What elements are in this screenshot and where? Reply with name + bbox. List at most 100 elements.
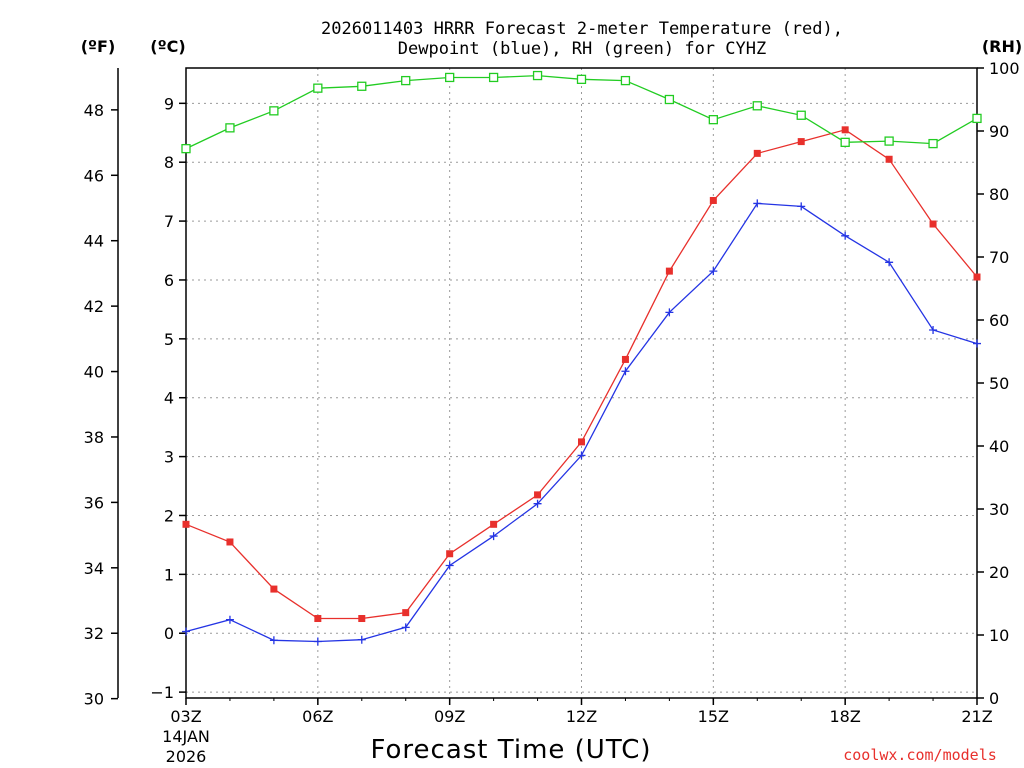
rh-marker bbox=[269, 106, 279, 116]
c-tick-label: 6 bbox=[164, 271, 174, 290]
temperature-marker bbox=[797, 138, 805, 146]
dewpoint-marker bbox=[929, 326, 938, 335]
temperature-marker bbox=[490, 520, 498, 528]
rh-marker bbox=[445, 72, 455, 83]
dewpoint-marker bbox=[225, 615, 234, 624]
chart-title-line1: 2026011403 HRRR Forecast 2-meter Tempera… bbox=[321, 19, 843, 39]
rh-tick-label: 80 bbox=[989, 185, 1009, 204]
rh-tick-label: 90 bbox=[989, 122, 1009, 141]
gridlines bbox=[185, 68, 978, 698]
rh-tick-label: 40 bbox=[989, 437, 1009, 456]
dewpoint-marker bbox=[269, 636, 278, 645]
c-tick-label: 7 bbox=[164, 212, 174, 231]
temperature-marker bbox=[841, 126, 849, 134]
rh-marker bbox=[576, 74, 587, 84]
unit-celsius-label: (ºC) bbox=[150, 37, 185, 56]
temperature-marker bbox=[665, 267, 673, 275]
f-tick-label: 44 bbox=[84, 232, 104, 251]
temperature-marker bbox=[446, 550, 454, 558]
rh-marker bbox=[620, 75, 631, 86]
f-tick-label: 36 bbox=[84, 493, 104, 512]
c-tick-label: −1 bbox=[150, 683, 174, 702]
dewpoint-marker bbox=[709, 267, 718, 276]
x-tick-label: 18Z bbox=[830, 707, 861, 726]
temperature-marker bbox=[578, 438, 585, 446]
temperature-marker bbox=[973, 273, 981, 281]
rh-marker bbox=[225, 123, 235, 133]
temperature-marker bbox=[534, 491, 542, 499]
dewpoint-marker bbox=[533, 499, 542, 508]
x-tick-label: 15Z bbox=[698, 707, 729, 726]
temperature-marker bbox=[753, 149, 761, 157]
c-tick-label: 5 bbox=[164, 330, 174, 349]
x-tick-label: 21Z bbox=[961, 707, 992, 726]
rh-tick-label: 70 bbox=[989, 248, 1009, 267]
series-layer bbox=[181, 70, 982, 646]
f-tick-label: 42 bbox=[84, 297, 104, 316]
x-tick-label: 06Z bbox=[302, 707, 333, 726]
dewpoint-marker bbox=[357, 635, 366, 644]
temperature-marker bbox=[358, 615, 366, 623]
c-tick-label: 2 bbox=[164, 506, 174, 525]
c-tick-label: 0 bbox=[164, 624, 174, 643]
temperature-marker bbox=[621, 355, 629, 363]
f-tick-label: 30 bbox=[84, 690, 104, 709]
x-axis-title: Forecast Time (UTC) bbox=[370, 735, 651, 765]
temperature-marker bbox=[270, 585, 278, 593]
rh-marker bbox=[532, 70, 543, 81]
dewpoint-marker bbox=[621, 367, 630, 376]
f-tick-label: 32 bbox=[84, 624, 104, 643]
f-tick-label: 38 bbox=[84, 428, 104, 447]
rh-tick-label: 10 bbox=[989, 626, 1009, 645]
credit-text: coolwx.com/models bbox=[843, 746, 997, 764]
f-tick-label: 48 bbox=[84, 101, 104, 120]
dewpoint-marker bbox=[797, 202, 806, 211]
dewpoint-marker bbox=[445, 561, 454, 570]
rh-tick-label: 30 bbox=[989, 500, 1009, 519]
rh-marker bbox=[488, 72, 499, 83]
rh-marker bbox=[796, 110, 806, 120]
c-tick-label: 8 bbox=[164, 153, 174, 172]
rh-tick-label: 20 bbox=[989, 563, 1009, 582]
f-tick-label: 46 bbox=[84, 166, 104, 185]
rh-marker bbox=[928, 138, 938, 149]
c-tick-label: 1 bbox=[164, 565, 174, 584]
temperature-marker bbox=[314, 615, 322, 623]
temperature-marker bbox=[226, 538, 234, 546]
dewpoint-marker bbox=[401, 623, 410, 632]
c-tick-label: 9 bbox=[164, 94, 174, 113]
rh-marker bbox=[752, 101, 762, 111]
rh-marker bbox=[972, 113, 982, 124]
rh-tick-label: 60 bbox=[989, 311, 1009, 330]
temperature-marker bbox=[709, 196, 717, 204]
temperature-marker bbox=[885, 155, 893, 163]
rh-marker bbox=[664, 94, 675, 105]
rh-marker bbox=[401, 75, 411, 86]
date-label-year: 2026 bbox=[166, 747, 207, 766]
rh-marker bbox=[840, 137, 850, 147]
rh-tick-label: 50 bbox=[989, 374, 1009, 393]
x-tick-label: 03Z bbox=[170, 707, 201, 726]
dewpoint-marker bbox=[841, 231, 850, 240]
temperature-marker bbox=[402, 609, 410, 617]
temperature-marker bbox=[182, 520, 190, 528]
temperature-marker bbox=[929, 220, 937, 228]
dewpoint-marker bbox=[753, 199, 762, 208]
rh-marker bbox=[708, 115, 718, 125]
rh-marker bbox=[884, 136, 894, 146]
dewpoint-marker bbox=[665, 308, 674, 317]
dewpoint-marker bbox=[182, 627, 190, 636]
rh-marker bbox=[181, 143, 191, 154]
rh-tick-label: 0 bbox=[989, 689, 999, 708]
unit-fahrenheit-label: (ºF) bbox=[81, 37, 116, 56]
f-tick-label: 40 bbox=[84, 363, 104, 382]
chart-title-line2: Dewpoint (blue), RH (green) for CYHZ bbox=[398, 39, 766, 59]
unit-rh-label: (RH) bbox=[982, 37, 1022, 56]
tick-labels: 03Z 06Z 09Z 12Z 15Z 18Z 21Z−101234567893032343… bbox=[84, 59, 1020, 726]
dewpoint-marker bbox=[885, 258, 894, 267]
c-tick-label: 3 bbox=[164, 448, 174, 467]
f-tick-label: 34 bbox=[84, 559, 104, 578]
rh-marker bbox=[313, 83, 323, 93]
axes bbox=[111, 67, 984, 705]
